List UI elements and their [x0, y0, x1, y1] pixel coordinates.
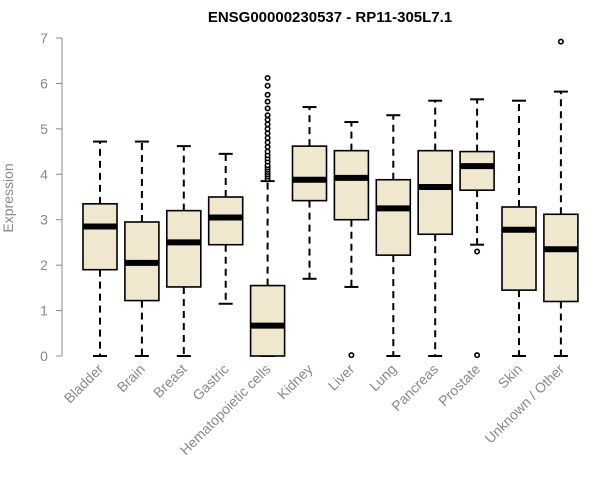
outlier-point-19 [264, 105, 271, 112]
iqr-box [543, 213, 579, 303]
box-unknown-other [543, 38, 579, 357]
x-tick-label-kidney: Kidney [274, 361, 316, 403]
x-tick-label-brain: Brain [114, 361, 148, 395]
iqr-box [501, 206, 537, 291]
outlier-point-10 [264, 148, 271, 155]
outlier-point-22 [264, 82, 271, 89]
outlier-point-11 [264, 144, 271, 151]
box-breast [166, 145, 202, 357]
y-tick-label-6: 6 [40, 75, 48, 91]
boxes-group [82, 38, 579, 359]
chart-title: ENSG00000230537 - RP11-305L7.1 [208, 9, 452, 26]
box-skin [501, 99, 537, 357]
x-tick-label-prostate: Prostate [435, 361, 483, 409]
x-tick-label-breast: Breast [150, 361, 190, 401]
box-pancreas [417, 99, 454, 357]
x-tick-label-bladder: Bladder [61, 361, 107, 407]
box-kidney [291, 106, 328, 280]
x-tick-label-skin: Skin [495, 361, 526, 392]
y-tick-label-0: 0 [40, 348, 48, 364]
box-lung [375, 114, 412, 357]
y-tick-label-4: 4 [40, 166, 48, 182]
iqr-box [207, 196, 244, 246]
iqr-box [249, 284, 286, 357]
iqr-box [417, 149, 454, 236]
outlier-point-0 [474, 248, 481, 255]
x-tick-label-liver: Liver [325, 361, 358, 394]
outlier-point-14 [264, 130, 271, 137]
iqr-box [291, 145, 328, 202]
box-prostate [459, 98, 495, 359]
outlier-point-21 [264, 91, 271, 98]
y-tick-label-5: 5 [40, 121, 48, 137]
outlier-point-17 [264, 116, 271, 123]
outlier-point-23 [264, 74, 271, 81]
iqr-box [375, 178, 412, 256]
outlier-point-12 [264, 139, 271, 146]
box-brain [124, 140, 160, 357]
outlier-point-0 [557, 38, 564, 45]
outlier-point-13 [264, 134, 271, 141]
y-tick-label-2: 2 [40, 257, 48, 273]
box-bladder [82, 140, 118, 357]
x-tick-label-pancreas: Pancreas [388, 361, 441, 414]
y-axis: 0 1 2 3 4 5 6 7 [40, 30, 63, 364]
outlier-point-20 [264, 98, 271, 105]
y-tick-label-3: 3 [40, 212, 48, 228]
outlier-point-18 [264, 112, 271, 119]
iqr-box [333, 149, 370, 221]
iqr-box [459, 150, 495, 191]
box-gastric [207, 152, 244, 305]
y-tick-label-1: 1 [40, 303, 48, 319]
outlier-point-16 [264, 121, 271, 128]
iqr-box [166, 209, 202, 288]
y-tick-label-7: 7 [40, 30, 48, 46]
outlier-point-15 [264, 125, 271, 132]
box-hematopoietic-cells [249, 74, 286, 357]
x-tick-label-unknown-other: Unknown / Other [481, 361, 567, 447]
box-liver [333, 121, 370, 359]
x-tick-label-lung: Lung [366, 361, 399, 394]
iqr-box [82, 203, 118, 271]
outlier-point-1 [474, 352, 481, 359]
y-axis-label: Expression [0, 163, 16, 232]
outlier-point-0 [348, 352, 355, 359]
